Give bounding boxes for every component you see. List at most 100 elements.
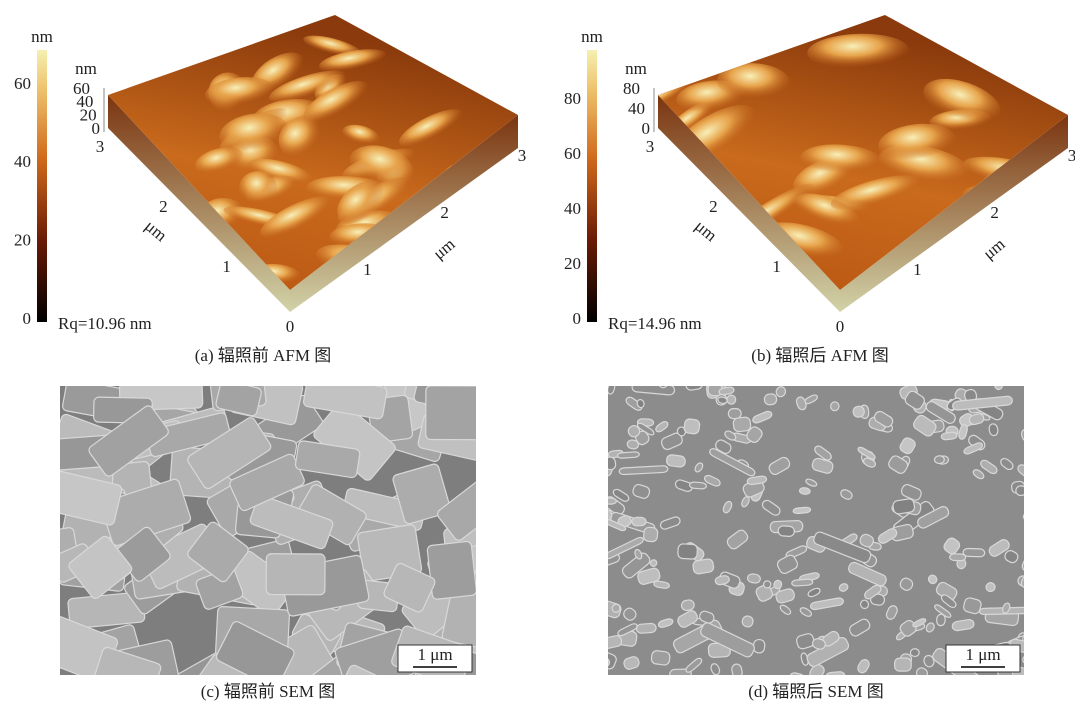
sem-grain	[778, 525, 795, 536]
sem-grain	[266, 554, 325, 595]
scale-bar-label: 1 μm	[965, 645, 1000, 664]
sem-grain	[733, 417, 751, 432]
y-tick-label: 2	[709, 197, 718, 216]
y-axis-unit: μm	[691, 216, 720, 245]
scale-bar-label: 1 μm	[417, 645, 452, 664]
z-axis-unit: nm	[75, 59, 97, 78]
figure: nm0204060Rq=10.96 nm0123123μmμmnm6040200…	[0, 0, 1075, 708]
y-tick-label: 3	[646, 137, 655, 156]
colorbar-tick-label: 60	[14, 74, 31, 93]
sem-grain	[910, 649, 919, 657]
sem-grain	[914, 375, 933, 384]
colorbar-tick-label: 0	[23, 309, 32, 328]
sem-grain	[963, 548, 985, 557]
sem-grain	[763, 580, 771, 588]
y-tick-label: 2	[159, 197, 168, 216]
y-tick-label: 1	[222, 257, 231, 276]
colorbar-tick-label: 40	[14, 152, 31, 171]
sem-grain	[597, 498, 617, 504]
sem-grain	[941, 432, 957, 440]
sem-grain	[753, 639, 765, 653]
sem-grain	[995, 378, 1003, 390]
sem-grain	[589, 504, 604, 516]
x-tick-label: 0	[836, 317, 845, 336]
colorbar-tick-label: 40	[564, 199, 581, 218]
x-tick-label: 1	[913, 260, 922, 279]
sem-grain	[594, 542, 605, 555]
colorbar-unit: nm	[31, 27, 53, 46]
sem-grain	[632, 517, 646, 526]
sem-grain	[651, 650, 671, 665]
surface-grain	[439, 192, 529, 247]
x-tick-label: 2	[440, 203, 449, 222]
x-tick-label: 2	[990, 203, 999, 222]
sem-grain	[1018, 576, 1033, 586]
z-axis-unit: nm	[625, 59, 647, 78]
sem-grain	[793, 507, 811, 514]
y-axis-unit: μm	[141, 216, 170, 245]
sem-grain	[1025, 563, 1034, 577]
sem-grain	[683, 418, 700, 434]
sem-grain	[1015, 485, 1027, 496]
sem-grain	[426, 386, 502, 440]
sem-grain	[764, 393, 777, 405]
sem-grain	[726, 395, 736, 405]
caption: (c) 辐照前 SEM 图	[201, 682, 336, 701]
sem-panel: 1 μm (c) 辐照前 SEM 图	[38, 365, 534, 708]
x-tick-label: 3	[1068, 146, 1075, 165]
sem-grain	[678, 544, 698, 560]
sem-grain	[427, 541, 477, 600]
sem-grain	[689, 482, 706, 489]
y-tick-label: 1	[772, 257, 781, 276]
sem-grain	[728, 409, 741, 419]
roughness: Rq=10.96 nm	[58, 314, 152, 333]
sem-grain	[636, 623, 656, 633]
roughness: Rq=14.96 nm	[608, 314, 702, 333]
page: nm0204060Rq=10.96 nm0123123μmμmnm6040200…	[0, 0, 1075, 708]
x-axis-unit: μm	[979, 234, 1008, 263]
z-tick-label: 0	[642, 119, 651, 138]
colorbar	[587, 50, 597, 322]
caption: (b) 辐照后 AFM 图	[751, 346, 888, 365]
z-tick-label: 40	[628, 99, 645, 118]
sem-grain	[685, 374, 703, 391]
sem-grain	[696, 368, 720, 385]
colorbar-tick-label: 20	[564, 254, 581, 273]
caption: (d) 辐照后 SEM 图	[748, 682, 884, 701]
sem-grain	[591, 672, 601, 681]
colorbar-tick-label: 80	[564, 89, 581, 108]
x-axis-unit: μm	[429, 234, 458, 263]
sem-grain	[895, 658, 912, 671]
sem-grain	[1023, 512, 1042, 523]
colorbar-tick-label: 60	[564, 144, 581, 163]
sem-grain	[1022, 632, 1038, 647]
x-tick-label: 0	[286, 317, 295, 336]
sem-grain	[643, 527, 658, 542]
sem-panel: 1 μm (d) 辐照后 SEM 图	[589, 367, 1041, 700]
sem-grain	[950, 554, 966, 561]
z-tick-label: 80	[623, 79, 640, 98]
x-tick-label: 3	[518, 146, 527, 165]
colorbar-tick-label: 20	[14, 231, 31, 250]
colorbar-unit: nm	[581, 27, 603, 46]
sem-grain	[653, 676, 674, 694]
sem-grain	[934, 456, 944, 464]
sem-grain	[617, 452, 639, 459]
sem-grain	[892, 498, 915, 514]
colorbar	[37, 50, 47, 322]
sem-grain	[792, 579, 813, 586]
sem-grain	[687, 370, 702, 385]
caption: (a) 辐照前 AFM 图	[195, 346, 331, 365]
sem-grain	[668, 376, 675, 385]
sem-grain	[593, 412, 602, 423]
colorbar-tick-label: 0	[573, 309, 582, 328]
sem-grain	[847, 370, 857, 380]
sem-grain	[799, 487, 810, 494]
sem-grain	[809, 367, 831, 384]
y-tick-label: 3	[96, 137, 105, 156]
z-tick-label: 0	[92, 119, 101, 138]
x-tick-label: 1	[363, 260, 372, 279]
sem-grain	[666, 454, 686, 467]
